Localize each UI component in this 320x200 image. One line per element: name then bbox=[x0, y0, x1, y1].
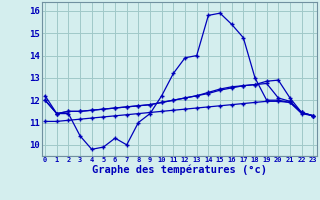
X-axis label: Graphe des températures (°c): Graphe des températures (°c) bbox=[92, 165, 267, 175]
